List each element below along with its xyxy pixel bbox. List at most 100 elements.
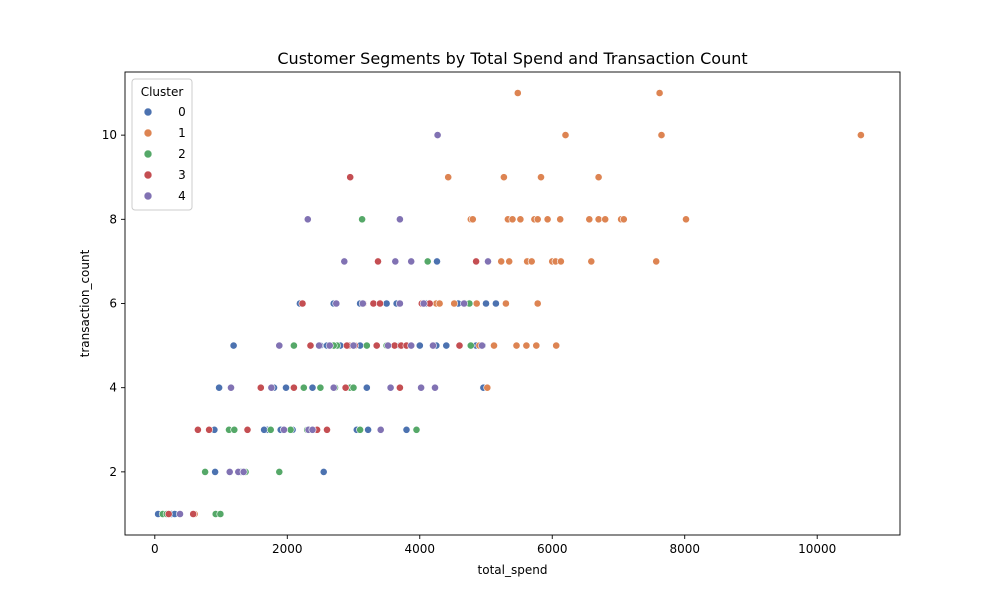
data-point-cluster-0 xyxy=(215,383,223,392)
data-point-cluster-4 xyxy=(386,383,395,392)
data-point-cluster-4 xyxy=(329,383,338,392)
data-point-cluster-2 xyxy=(289,341,298,350)
data-point-cluster-3 xyxy=(472,257,480,266)
data-point-cluster-2 xyxy=(216,510,225,518)
data-point-cluster-1 xyxy=(585,215,594,224)
data-point-cluster-2 xyxy=(286,425,295,434)
data-point-cluster-2 xyxy=(358,215,366,224)
x-tick-label: 10000 xyxy=(798,542,836,556)
data-point-cluster-3 xyxy=(164,510,173,518)
data-point-cluster-1 xyxy=(512,341,521,350)
data-point-cluster-1 xyxy=(505,257,514,266)
data-point-cluster-4 xyxy=(460,299,468,308)
data-point-cluster-2 xyxy=(299,383,308,392)
data-point-cluster-1 xyxy=(552,341,561,350)
data-point-cluster-4 xyxy=(376,425,385,434)
data-point-cluster-2 xyxy=(316,383,325,392)
data-point-cluster-4 xyxy=(332,299,341,308)
data-point-cluster-1 xyxy=(516,215,525,224)
data-point-cluster-0 xyxy=(382,299,391,308)
y-tick-label: 2 xyxy=(109,465,117,479)
data-point-cluster-1 xyxy=(857,131,865,139)
data-point-cluster-1 xyxy=(472,299,481,308)
data-point-cluster-3 xyxy=(298,299,307,308)
data-point-cluster-2 xyxy=(362,341,371,350)
data-point-cluster-4 xyxy=(280,425,288,434)
data-point-cluster-0 xyxy=(282,383,290,392)
x-tick-label: 8000 xyxy=(669,542,700,556)
data-point-cluster-4 xyxy=(433,131,442,139)
data-point-cluster-1 xyxy=(490,341,498,350)
data-point-cluster-2 xyxy=(201,467,209,476)
y-tick-label: 6 xyxy=(109,297,117,311)
data-point-cluster-3 xyxy=(342,341,351,350)
data-points xyxy=(154,89,865,518)
data-point-cluster-1 xyxy=(652,257,661,266)
data-point-cluster-4 xyxy=(225,467,234,476)
data-point-cluster-4 xyxy=(407,257,416,266)
data-point-cluster-2 xyxy=(466,341,475,350)
data-point-cluster-1 xyxy=(483,383,492,392)
data-point-cluster-1 xyxy=(657,131,666,139)
data-point-cluster-0 xyxy=(491,299,500,308)
data-point-cluster-2 xyxy=(230,425,239,434)
data-point-cluster-4 xyxy=(395,299,404,308)
data-point-cluster-1 xyxy=(532,341,541,350)
data-point-cluster-1 xyxy=(513,89,522,97)
legend-marker-cluster-1 xyxy=(143,128,153,138)
data-point-cluster-3 xyxy=(193,425,202,434)
data-point-cluster-0 xyxy=(433,257,441,266)
data-point-cluster-3 xyxy=(369,299,378,308)
data-point-cluster-4 xyxy=(417,383,425,392)
legend-marker-cluster-2 xyxy=(143,149,153,159)
x-tick-label: 6000 xyxy=(537,542,568,556)
data-point-cluster-1 xyxy=(557,257,565,266)
data-point-cluster-0 xyxy=(260,425,268,434)
data-point-cluster-1 xyxy=(556,215,565,224)
legend-marker-cluster-4 xyxy=(143,191,153,201)
data-point-cluster-1 xyxy=(601,215,610,224)
y-axis: 2 4 6 8 10 xyxy=(102,128,125,479)
data-point-cluster-4 xyxy=(358,299,367,308)
data-point-cluster-0 xyxy=(402,425,411,434)
data-point-cluster-4 xyxy=(349,341,358,350)
data-point-cluster-4 xyxy=(275,341,284,350)
data-point-cluster-3 xyxy=(289,383,298,392)
data-point-cluster-4 xyxy=(407,341,416,350)
legend-label-cluster-4: 4 xyxy=(178,189,186,203)
data-point-cluster-4 xyxy=(227,383,235,392)
data-point-cluster-1 xyxy=(508,215,517,224)
data-point-cluster-4 xyxy=(431,383,439,392)
data-point-cluster-4 xyxy=(239,467,248,476)
data-point-cluster-2 xyxy=(349,383,358,392)
data-point-cluster-1 xyxy=(527,257,536,266)
chart-title: Customer Segments by Total Spend and Tra… xyxy=(277,49,747,68)
x-tick-label: 4000 xyxy=(404,542,435,556)
data-point-cluster-4 xyxy=(308,425,317,434)
data-point-cluster-3 xyxy=(256,383,265,392)
y-tick-label: 10 xyxy=(102,128,117,142)
legend-label-cluster-0: 0 xyxy=(178,105,186,119)
data-point-cluster-1 xyxy=(533,215,542,224)
legend-label-cluster-3: 3 xyxy=(178,168,186,182)
data-point-cluster-4 xyxy=(391,257,400,266)
data-point-cluster-3 xyxy=(395,383,404,392)
data-point-cluster-2 xyxy=(275,467,284,476)
legend-title: Cluster xyxy=(141,85,184,99)
data-point-cluster-1 xyxy=(682,215,690,224)
data-point-cluster-3 xyxy=(374,257,382,266)
data-point-cluster-3 xyxy=(323,425,331,434)
data-point-cluster-1 xyxy=(501,299,510,308)
data-point-cluster-3 xyxy=(346,173,355,182)
data-point-cluster-4 xyxy=(429,341,437,350)
data-point-cluster-0 xyxy=(482,299,490,308)
data-point-cluster-0 xyxy=(415,341,424,350)
data-point-cluster-1 xyxy=(561,131,570,139)
x-tick-label: 0 xyxy=(151,542,159,556)
data-point-cluster-1 xyxy=(435,299,444,308)
data-point-cluster-1 xyxy=(522,341,531,350)
data-point-cluster-1 xyxy=(619,215,628,224)
legend-label-cluster-2: 2 xyxy=(178,147,186,161)
